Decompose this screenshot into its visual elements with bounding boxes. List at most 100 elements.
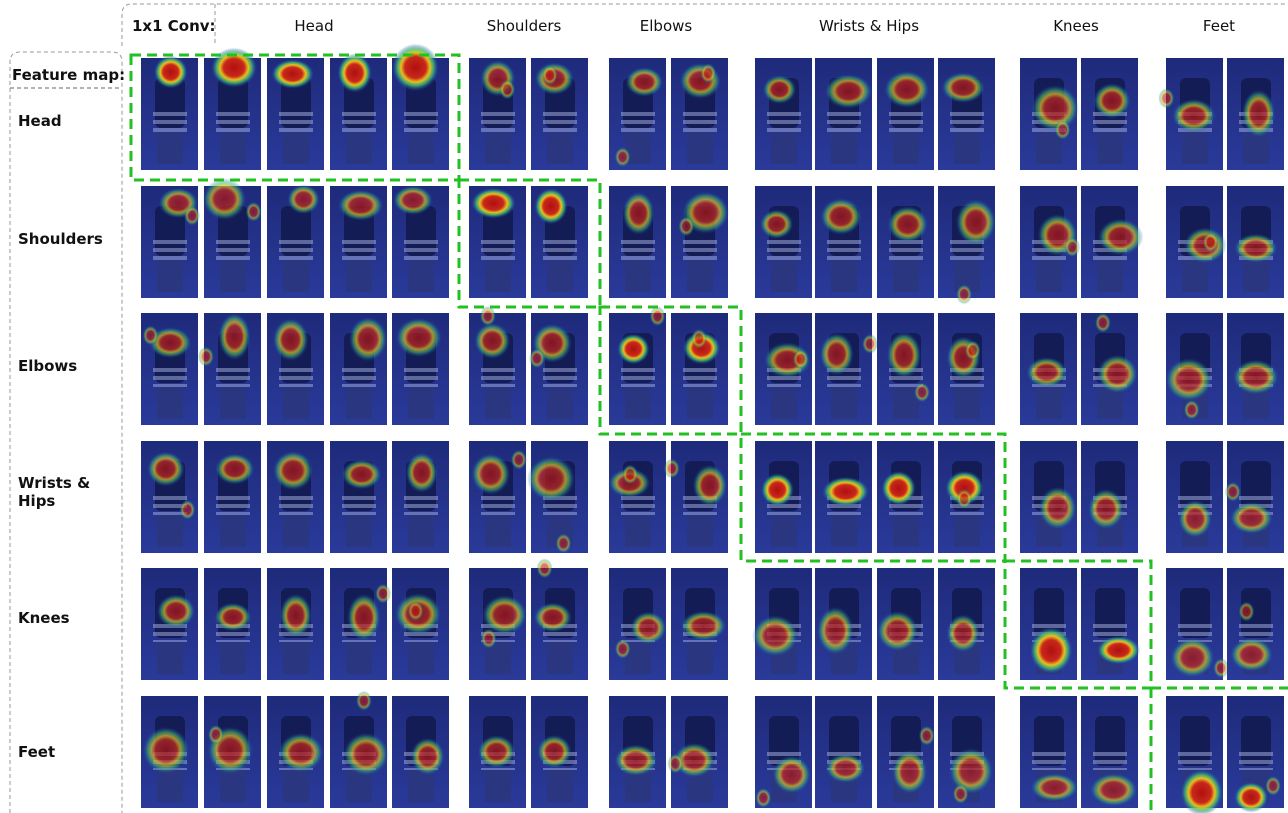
heatmap-tile [1081,58,1138,170]
heatmap-tile [609,186,666,298]
activation-blob [763,75,796,104]
heatmap-tile [267,58,324,170]
activation-blob [1234,782,1268,812]
activation-blob [1230,638,1273,672]
tile-legs [1036,260,1062,292]
activation-blob [1158,88,1174,108]
activation-blob [615,147,631,167]
tile-legs [220,515,246,547]
activation-blob [1031,773,1079,801]
heatmap-tile [141,56,198,170]
tile-legs [547,387,573,419]
tile-legs [346,515,372,547]
heatmap-tile [1225,441,1284,553]
activation-blob [375,584,391,604]
heatmap-tile [671,186,729,298]
tile-legs [220,387,246,419]
activation-blob [825,74,872,108]
heatmap-tile [1081,313,1138,425]
tile-legs [893,132,919,164]
activation-blob [1055,120,1071,140]
activation-blob [474,323,510,359]
activation-blob [820,333,854,375]
activation-blob [691,329,707,349]
activation-blob [1203,232,1219,252]
heatmap-tile [267,184,324,298]
activation-blob [287,184,320,214]
tile-legs [408,260,434,292]
activation-blob [154,56,188,89]
heatmap-tile [1081,186,1143,298]
tile-stripes [342,110,376,132]
tile-legs [485,387,511,419]
activation-blob [1234,234,1278,263]
tile-legs [893,260,919,292]
figure-graphics [0,0,1288,813]
tile-legs [157,642,183,674]
heatmap-tile [1227,568,1284,680]
tile-stripes [950,110,984,132]
activation-blob [1090,773,1138,806]
tile-legs [220,770,246,802]
activation-blob [271,59,314,89]
activation-blob [1064,237,1080,257]
activation-blob [650,306,666,326]
activation-blob [480,306,496,326]
heatmap-tile [609,306,666,425]
activation-blob [555,533,571,553]
activation-blob [347,594,380,641]
heatmap-tile [392,44,449,170]
heatmap-tile [938,441,995,553]
activation-blob [157,594,195,628]
heatmap-tile [664,441,728,553]
tile-stripes [404,238,438,260]
tile-stripes [621,365,655,387]
activation-blob [1213,658,1229,678]
activation-blob [617,334,650,365]
tile-legs [346,132,372,164]
activation-blob [537,558,553,578]
tile-legs [408,387,434,419]
activation-blob [273,451,313,490]
heatmap-tile [203,178,262,298]
activation-blob [755,788,771,808]
tile-legs [157,260,183,292]
tile-stripes [621,238,655,260]
row-label: Head [18,112,94,130]
sidebar-box [10,52,122,813]
activation-blob [534,188,567,224]
heatmap-tile [815,186,872,298]
tile-stripes [543,110,577,132]
activation-blob [1030,627,1073,674]
heatmap-tile [1020,696,1078,808]
activation-blob [1165,358,1212,401]
row-label: Knees [18,609,94,627]
heatmap-tile [529,313,588,425]
heatmap-tile [815,696,872,808]
heatmap-tile [469,441,527,553]
heatmap-tile [330,53,387,170]
tile-stripes [889,110,923,132]
heatmap-tile [671,568,728,680]
tile-legs [283,387,309,419]
tile-legs [831,387,857,419]
tile-legs [408,642,434,674]
activation-blob [1230,502,1273,534]
activation-blob [881,471,915,506]
heatmap-tile [392,186,449,298]
activation-blob [956,284,972,304]
tile-legs [831,515,857,547]
tile-stripes [279,238,313,260]
tile-stripes [153,365,187,387]
activation-blob [626,67,664,97]
tile-stripes [481,238,515,260]
heatmap-tile [608,441,666,553]
heatmap-tile [204,568,261,680]
activation-blob [887,332,922,378]
activation-blob [1031,85,1078,132]
heatmap-tile [330,441,387,553]
activation-blob [406,452,438,492]
heatmap-tile [609,58,666,170]
heatmap-tile [267,313,324,425]
tile-legs [283,770,309,802]
